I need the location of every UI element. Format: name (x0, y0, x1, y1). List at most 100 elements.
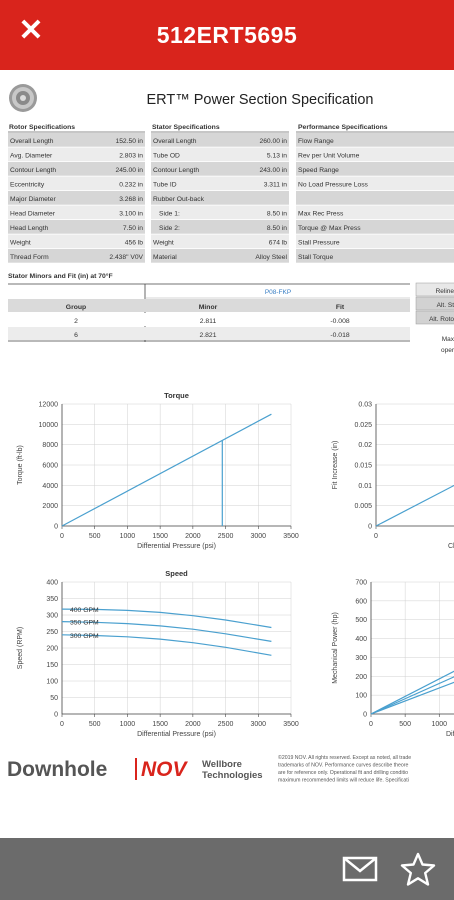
series-line (61, 621, 272, 642)
stator-row-value: 8.50 in (267, 211, 287, 218)
y-tick-label: 0.01 (358, 483, 372, 490)
x-tick-label: 3000 (250, 721, 266, 728)
fit-cell: 2 (74, 318, 78, 325)
y-tick-label: 400 (46, 580, 58, 587)
series-line (61, 608, 272, 629)
y-tick-label: 250 (46, 629, 58, 636)
stator-row-label: Side 1: (159, 211, 180, 218)
y-tick-label: 700 (355, 580, 367, 587)
y-tick-label: 150 (46, 662, 58, 669)
perf-row-label: Speed Range (298, 167, 339, 174)
disclaimer-line: trademarks of NOV. Performance curves de… (278, 763, 409, 769)
fit-side-label: Alt. St (437, 302, 454, 309)
y-axis-label: Torque (ft-lb) (17, 445, 24, 485)
y-tick-label: 200 (46, 646, 58, 653)
rotor-header: Rotor Specifications (9, 124, 75, 131)
y-tick-label: 0 (54, 524, 58, 531)
x-axis-label: Diff (446, 731, 454, 738)
brand-downhole: Downhole (7, 758, 107, 781)
rotor-row-value: 3.268 in (119, 196, 143, 203)
bottom-action-bar (0, 838, 454, 900)
x-tick-label: 3000 (250, 533, 266, 540)
y-tick-label: 0.015 (354, 463, 372, 470)
favorite-star-icon[interactable] (400, 852, 436, 886)
stator-row-label: Tube OD (153, 153, 180, 160)
x-tick-label: 2500 (218, 721, 234, 728)
series-label: 350 GPM (70, 620, 99, 627)
stator-row-label: Contour Length (153, 167, 199, 174)
y-tick-label: 350 (46, 596, 58, 603)
perf-row-label: Rev per Unit Volume (298, 153, 360, 160)
y-tick-label: 8000 (42, 442, 58, 449)
fit-cell: 2.821 (199, 332, 216, 339)
x-tick-label: 2000 (185, 533, 201, 540)
y-tick-label: 600 (355, 598, 367, 605)
y-tick-label: 0 (368, 524, 372, 531)
x-axis-label: Differential Pressure (psi) (137, 543, 216, 550)
y-tick-label: 10000 (39, 422, 59, 429)
y-tick-label: 50 (50, 695, 58, 702)
chart-title: Torque (164, 391, 189, 400)
rotor-row-label: Thread Form (10, 254, 49, 261)
brand-nov-logo: NOV (141, 758, 189, 781)
x-tick-label: 2500 (218, 533, 234, 540)
fit-column-header: Minor (199, 304, 218, 311)
y-tick-label: 0.005 (354, 503, 372, 510)
fit-side-label: Alt. Roto (429, 316, 454, 323)
stator-row-value: 8.50 in (267, 225, 287, 232)
x-tick-label: 0 (374, 533, 378, 540)
stator-row-label: Side 2: (159, 225, 180, 232)
rotor-row-label: Overall Length (10, 138, 54, 145)
y-tick-label: 100 (355, 693, 367, 700)
fit-cell: -0.008 (330, 318, 349, 325)
y-tick-label: 0.025 (354, 422, 372, 429)
perf-row-label: Stall Torque (298, 254, 333, 261)
y-axis-label: Speed (RPM) (17, 627, 24, 669)
y-axis-label: Fit Increase (in) (332, 441, 339, 490)
rotor-row-label: Contour Length (10, 167, 56, 174)
y-tick-label: 100 (46, 679, 58, 686)
y-tick-label: 4000 (42, 483, 58, 490)
x-tick-label: 0 (369, 721, 373, 728)
y-tick-label: 0 (54, 712, 58, 719)
x-tick-label: 1500 (152, 721, 168, 728)
chart-title: Speed (165, 569, 188, 578)
stator-row-value: Alloy Steel (255, 254, 287, 261)
spec-document-page[interactable]: ERT™ Power Section Specification Rotor S… (0, 70, 454, 838)
rotor-row-value: 245.00 in (115, 167, 143, 174)
stator-header: Stator Specifications (152, 124, 220, 131)
torque-chart: Torque 0 2000 4000 6000 8000 10000 12000 0 500 100… (17, 391, 299, 550)
performance-header: Performance Specifications (298, 124, 388, 131)
perf-row-label: Stall Pressure (298, 240, 340, 247)
stator-row-value: 674 lb (269, 240, 288, 247)
perf-row-label: Flow Range (298, 138, 334, 145)
x-tick-label: 500 (89, 721, 101, 728)
disclaimer-line: ©2019 NOV. All rights reserved. Except a… (278, 754, 411, 761)
rotor-row-label: Avg. Diameter (10, 153, 53, 160)
stator-row-label: Material (153, 254, 177, 261)
fit-group-title: P08-FKP (265, 289, 291, 296)
performance-spec-table: Performance Specifications Flow Range Rev… (296, 124, 454, 263)
brand-wellbore: Wellbore (202, 759, 242, 770)
stator-row-label: Weight (153, 240, 174, 247)
fit-increase-chart: 0 0.005 0.01 0.015 0.02 0.025 0.03 0 Ch Fit Incre… (332, 402, 454, 550)
y-tick-label: 12000 (39, 402, 59, 409)
email-icon[interactable] (342, 852, 378, 886)
stator-row-value: 5.13 in (267, 153, 287, 160)
stator-spec-table: Stator Specifications Overall Length 260.… (151, 124, 289, 263)
fit-note-text: oper (441, 347, 454, 354)
rotor-row-label: Head Diameter (10, 211, 56, 218)
fit-cell: 6 (74, 332, 78, 339)
perf-row-label: Torque @ Max Press (298, 225, 361, 232)
stator-fit-table: Stator Minors and Fit (in) at 70°F P08-F… (8, 272, 454, 354)
perf-row-label: No Load Pressure Loss (298, 182, 369, 189)
x-tick-label: 0 (60, 533, 64, 540)
x-axis-label: Ch (448, 543, 454, 550)
stator-row-value: 3.311 in (264, 182, 288, 189)
fit-column-header: Fit (336, 304, 345, 311)
stator-row-value: 243.00 in (259, 167, 287, 174)
x-tick-label: 1000 (120, 721, 136, 728)
series-line (61, 413, 272, 527)
disclaimer-line: are for reference only. Operational fit … (278, 770, 408, 776)
close-icon[interactable]: ✕ (18, 14, 44, 47)
